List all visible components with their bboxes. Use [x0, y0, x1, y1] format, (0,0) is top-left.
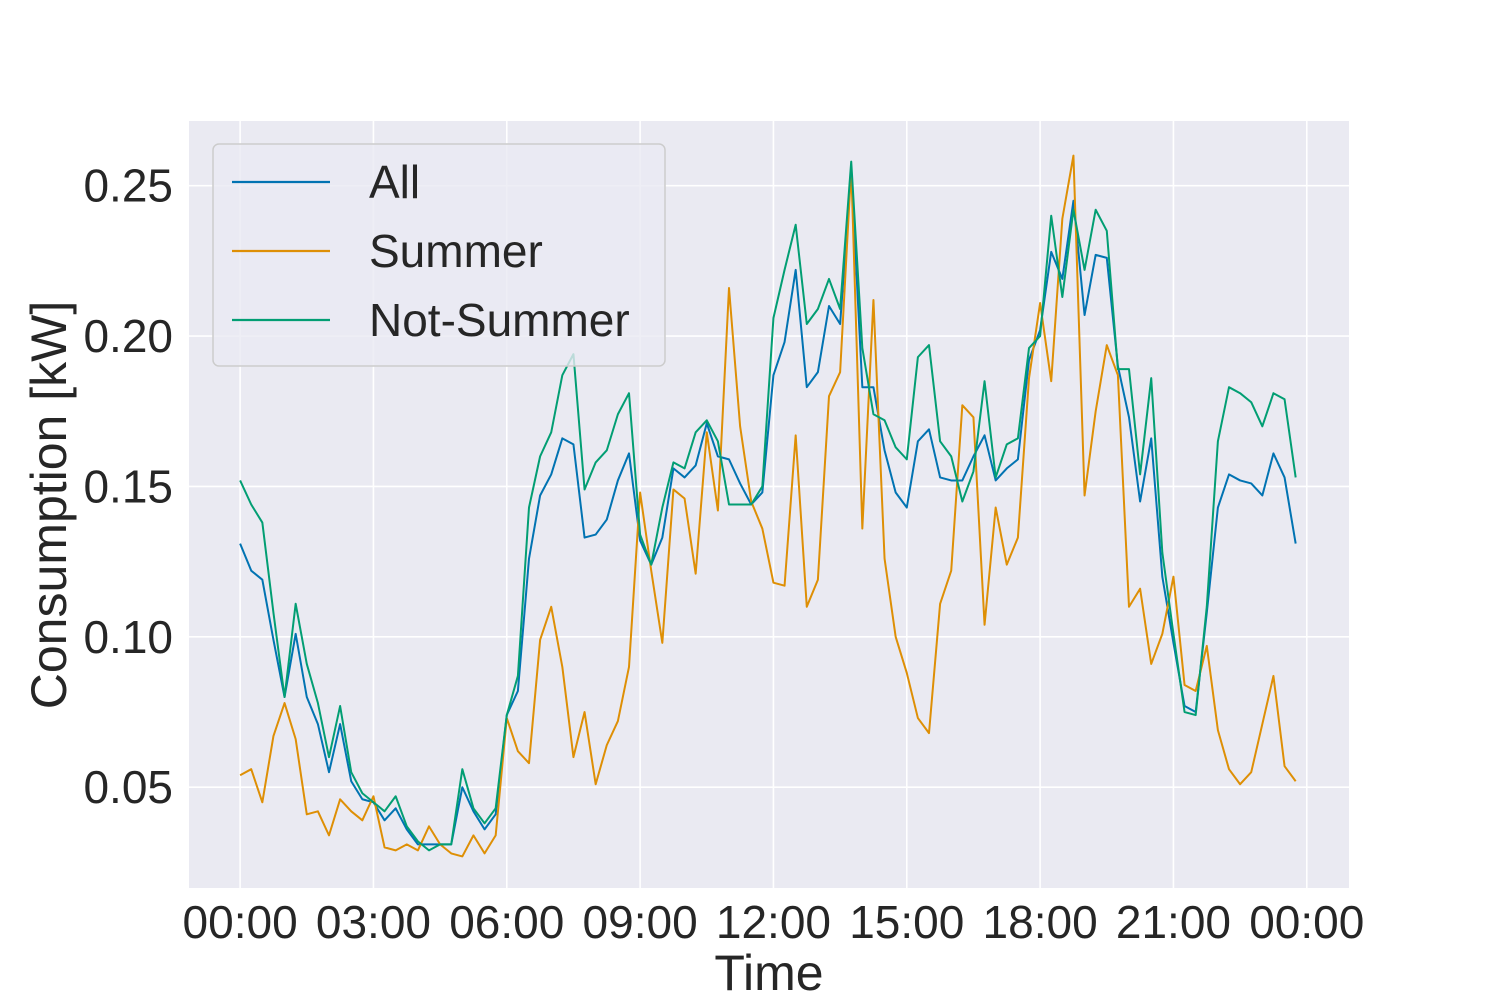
x-tick-label: 06:00 [449, 896, 564, 948]
y-tick-labels: 0.05 0.10 0.15 0.20 0.25 [83, 160, 173, 814]
x-tick-labels: 00:00 03:00 06:00 09:00 12:00 15:00 18:00 21:00… [183, 896, 1365, 948]
x-tick-label: 00:00 [183, 896, 298, 948]
y-tick-label: 0.10 [83, 611, 173, 663]
series-line-summer [239, 154, 1297, 858]
legend-label-summer: Summer [369, 225, 543, 277]
y-tick-label: 0.05 [83, 761, 173, 813]
x-tick-label: 09:00 [583, 896, 698, 948]
x-axis-title: Time [714, 945, 823, 1000]
legend-label-all: All [369, 156, 420, 208]
legend-box [212, 143, 666, 367]
y-axis-title: Consumption [kW] [21, 301, 77, 709]
x-tick-label: 12:00 [716, 896, 831, 948]
x-tick-label: 15:00 [849, 896, 964, 948]
y-tick-label: 0.20 [83, 310, 173, 362]
x-tick-label: 21:00 [1116, 896, 1231, 948]
x-tick-label: 00:00 [1249, 896, 1364, 948]
y-tick-label: 0.15 [83, 460, 173, 512]
data-series [239, 154, 1297, 858]
y-tick-label: 0.25 [83, 160, 173, 212]
x-tick-label: 18:00 [983, 896, 1098, 948]
x-tick-label: 03:00 [316, 896, 431, 948]
series-line-not-summer [239, 160, 1297, 852]
series-line-all [239, 169, 1297, 846]
legend: All Summer Not-Summer [212, 143, 666, 367]
legend-label-not-summer: Not-Summer [369, 294, 630, 346]
